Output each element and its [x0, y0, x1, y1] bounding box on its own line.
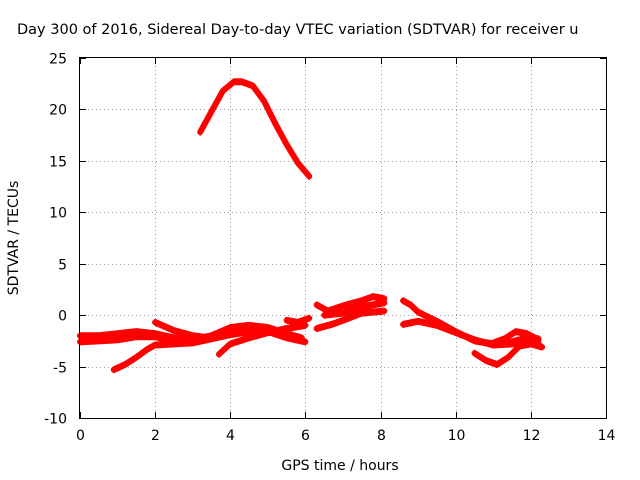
- series-arc-d-edge: [154, 323, 209, 342]
- series-arc-i-edge: [323, 299, 386, 314]
- series-arc-h-edge: [315, 312, 386, 332]
- x-tick-label: 8: [377, 428, 386, 444]
- grid-lines: [80, 58, 606, 418]
- series-arc-i: [321, 299, 388, 319]
- y-tick-label: 0: [58, 309, 67, 325]
- series-arc-i-edge: [323, 304, 386, 319]
- y-tick-label: 15: [49, 155, 67, 171]
- series-arc-m: [490, 328, 542, 346]
- x-tick-label: 4: [226, 428, 235, 444]
- series-arc-e-edge: [218, 321, 307, 353]
- series-arc-h-edge: [315, 307, 386, 327]
- series-arc-c-edge: [112, 328, 269, 369]
- series-arc-g: [313, 293, 388, 314]
- y-tick-label: 5: [58, 258, 67, 274]
- series-arc-l-edge: [473, 340, 544, 363]
- series-arc-l-edge: [473, 345, 544, 368]
- series-arc-d: [152, 319, 211, 341]
- series-arc-c-edge: [112, 333, 269, 374]
- axis-ticks: 0 2 4 6 8 10 12 14 -10 -5 0 5 10 15 20 25: [44, 52, 615, 445]
- y-tick-label: -5: [53, 361, 67, 377]
- x-tick-label: 14: [598, 428, 616, 444]
- series-arc-k-edge: [402, 322, 540, 349]
- series-arc-l: [471, 340, 546, 368]
- y-tick-label: 10: [49, 206, 67, 222]
- series-arc-e-edge: [218, 326, 307, 358]
- plot-frame: [79, 57, 607, 419]
- series-arc-m-edge: [492, 333, 540, 347]
- series-arc-f-edge: [285, 319, 311, 326]
- x-tick-label: 6: [301, 428, 310, 444]
- y-axis-label: SDTVAR / TECUs: [6, 181, 22, 296]
- y-tick-label: 25: [49, 52, 67, 68]
- series-arc-g-edge: [315, 293, 386, 310]
- series-arc-high-edge: [199, 83, 311, 180]
- y-tick-label: -10: [44, 412, 67, 428]
- x-tick-label: 2: [151, 428, 160, 444]
- series-arc-e: [216, 322, 309, 358]
- chart-title: Day 300 of 2016, Sidereal Day-to-day VTE…: [17, 22, 578, 38]
- series-arc-h: [313, 308, 388, 332]
- series-arc-high-edge: [199, 78, 311, 175]
- series-arc-k: [400, 318, 542, 348]
- x-tick-label: 10: [448, 428, 466, 444]
- x-tick-label: 12: [523, 428, 541, 444]
- series-arc-f: [283, 315, 313, 326]
- x-tick-label: 0: [76, 428, 85, 444]
- x-axis-label: GPS time / hours: [281, 458, 398, 474]
- y-tick-label: 20: [49, 103, 67, 119]
- data-series: [77, 78, 546, 374]
- series-arc-k-edge: [402, 317, 540, 344]
- series-arc-c: [110, 328, 271, 373]
- series-arc-d-edge: [154, 318, 209, 337]
- series-arc-m-edge: [492, 328, 540, 342]
- series-arc-high: [197, 78, 313, 180]
- series-arc-f-edge: [285, 314, 311, 321]
